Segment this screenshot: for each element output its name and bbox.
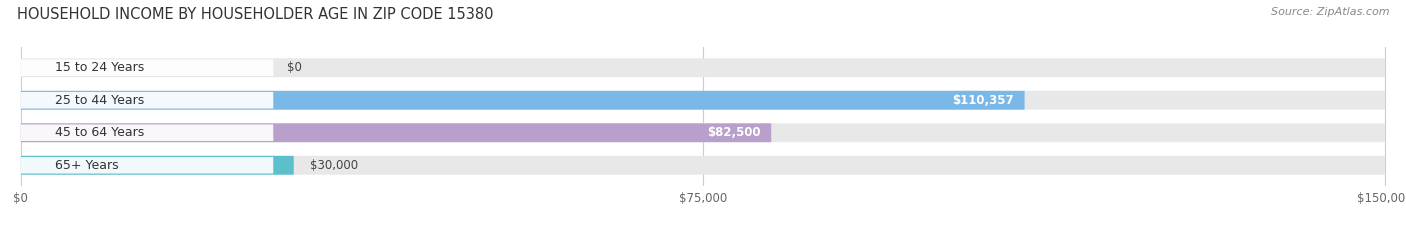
FancyBboxPatch shape: [21, 123, 772, 142]
FancyBboxPatch shape: [21, 91, 1385, 110]
Text: $82,500: $82,500: [707, 126, 761, 139]
FancyBboxPatch shape: [21, 123, 1385, 142]
Text: 15 to 24 Years: 15 to 24 Years: [55, 61, 145, 74]
Text: $30,000: $30,000: [311, 159, 359, 172]
Text: 25 to 44 Years: 25 to 44 Years: [55, 94, 145, 107]
FancyBboxPatch shape: [21, 124, 273, 141]
FancyBboxPatch shape: [21, 157, 273, 174]
Text: HOUSEHOLD INCOME BY HOUSEHOLDER AGE IN ZIP CODE 15380: HOUSEHOLD INCOME BY HOUSEHOLDER AGE IN Z…: [17, 7, 494, 22]
Text: 45 to 64 Years: 45 to 64 Years: [55, 126, 145, 139]
Text: Source: ZipAtlas.com: Source: ZipAtlas.com: [1271, 7, 1389, 17]
FancyBboxPatch shape: [21, 156, 1385, 175]
Text: $0: $0: [287, 61, 302, 74]
FancyBboxPatch shape: [21, 156, 294, 175]
FancyBboxPatch shape: [21, 92, 273, 109]
FancyBboxPatch shape: [21, 58, 1385, 77]
Text: $110,357: $110,357: [952, 94, 1014, 107]
FancyBboxPatch shape: [21, 91, 1025, 110]
FancyBboxPatch shape: [21, 59, 273, 76]
Text: 65+ Years: 65+ Years: [55, 159, 118, 172]
